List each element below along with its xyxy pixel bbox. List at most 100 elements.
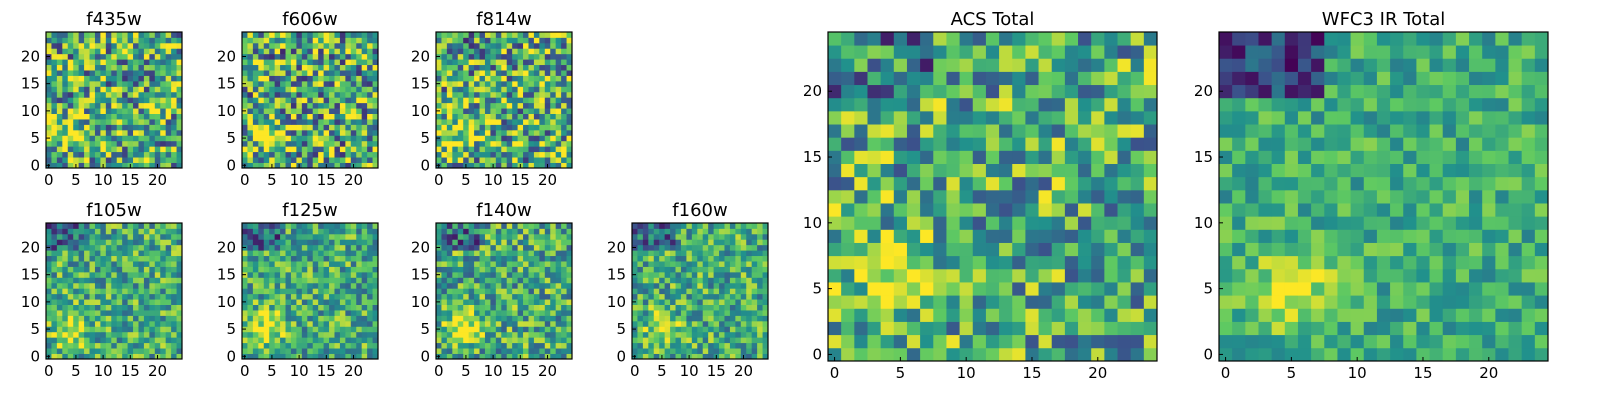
heatmap-cell [561, 129, 567, 136]
heatmap-cell [555, 157, 562, 163]
heatmap-cell [323, 271, 330, 278]
heatmap-cell [116, 331, 123, 338]
heatmap-cell [479, 151, 486, 158]
heatmap-cell [62, 342, 69, 349]
heatmap-cell [274, 64, 281, 71]
heatmap-cell [280, 228, 286, 235]
heatmap-cell [436, 157, 442, 163]
heatmap-cell [252, 320, 259, 327]
heatmap-cell [550, 244, 557, 251]
heatmap-cell [176, 37, 183, 44]
heatmap-cell [517, 80, 524, 87]
heatmap-cell [296, 113, 303, 120]
heatmap-cell [56, 129, 63, 136]
heatmap-cell [501, 293, 508, 300]
heatmap-cell [468, 108, 475, 114]
heatmap-cell [452, 140, 459, 147]
heatmap-cell [446, 353, 453, 360]
heatmap-cell [670, 353, 676, 360]
heatmap-cell [94, 124, 101, 131]
heatmap-cell [339, 271, 346, 278]
heatmap-cell [318, 293, 324, 300]
heatmap-cell [566, 348, 573, 354]
heatmap-cell [280, 310, 286, 316]
heatmap-cell [999, 255, 1013, 270]
heatmap-cell [555, 32, 562, 38]
heatmap-cell [854, 242, 868, 257]
heatmap-cell [258, 255, 265, 262]
heatmap-cell [999, 295, 1013, 309]
heatmap-cell [463, 151, 470, 158]
heatmap-cell [724, 304, 731, 311]
heatmap-cell [171, 157, 177, 163]
heatmap-cell [495, 146, 502, 153]
heatmap-cell [372, 129, 379, 136]
heatmap-cell [111, 233, 118, 240]
heatmap-cell [138, 37, 145, 44]
heatmap-cell [441, 233, 448, 240]
heatmap-cell [675, 320, 682, 327]
heatmap-cell [528, 293, 535, 300]
heatmap-cell [441, 244, 448, 251]
heatmap-cell [713, 326, 720, 333]
heatmap-cell [523, 86, 529, 93]
heatmap-cell [176, 135, 183, 142]
heatmap-cell [160, 271, 167, 278]
heatmap-cell [312, 146, 319, 153]
heatmap-cell [318, 331, 324, 338]
heatmap-cell [757, 315, 763, 322]
heatmap-cell [100, 223, 107, 229]
heatmap-cell [484, 299, 491, 305]
heatmap-cell [452, 266, 459, 273]
heatmap-cell [675, 331, 682, 338]
heatmap-cell [959, 321, 974, 336]
heatmap-cell [318, 102, 324, 109]
heatmap-cell [252, 315, 259, 322]
heatmap-cell [495, 261, 502, 267]
heatmap-cell [436, 348, 442, 354]
heatmap-cell [143, 310, 150, 316]
heatmap-cell [78, 244, 85, 251]
heatmap-cell [468, 223, 475, 229]
heatmap-cell [653, 293, 660, 300]
heatmap-cell [280, 223, 286, 229]
heatmap-cell [561, 119, 567, 125]
heatmap-cell [933, 308, 947, 322]
heatmap-cell [1038, 124, 1053, 138]
heatmap-cell [479, 129, 486, 136]
heatmap-cell [495, 70, 502, 76]
heatmap-cell [56, 48, 63, 55]
heatmap-cell [512, 42, 518, 49]
heatmap-cell [653, 223, 660, 229]
heatmap-cell [708, 348, 714, 354]
heatmap-cell [653, 326, 660, 333]
heatmap-cell [329, 326, 335, 333]
heatmap-cell [985, 334, 1000, 349]
heatmap-cell [176, 162, 183, 169]
heatmap-cell [312, 310, 319, 316]
heatmap-cell [735, 266, 742, 273]
heatmap-cell [165, 320, 172, 327]
heatmap-cell [111, 261, 118, 267]
heatmap-cell [555, 250, 562, 257]
heatmap-cell [474, 228, 480, 235]
heatmap-cell [1038, 347, 1053, 362]
heatmap-cell [740, 266, 747, 273]
heatmap-cell [339, 70, 346, 76]
heatmap-cell [1025, 255, 1039, 270]
heatmap-cell [446, 315, 453, 322]
heatmap-cell [296, 320, 303, 327]
heatmap-cell [56, 266, 63, 273]
heatmap-cell [452, 239, 459, 246]
heatmap-cell [719, 293, 725, 300]
heatmap-cell [280, 75, 286, 82]
heatmap-cell [154, 140, 161, 147]
heatmap-cell [274, 75, 281, 82]
heatmap-cell [361, 86, 368, 93]
heatmap-cell [528, 48, 535, 55]
heatmap-cell [441, 119, 448, 125]
heatmap-cell [632, 310, 638, 316]
heatmap-cell [361, 266, 368, 273]
heatmap-cell [73, 282, 80, 289]
heatmap-cell [501, 37, 508, 44]
